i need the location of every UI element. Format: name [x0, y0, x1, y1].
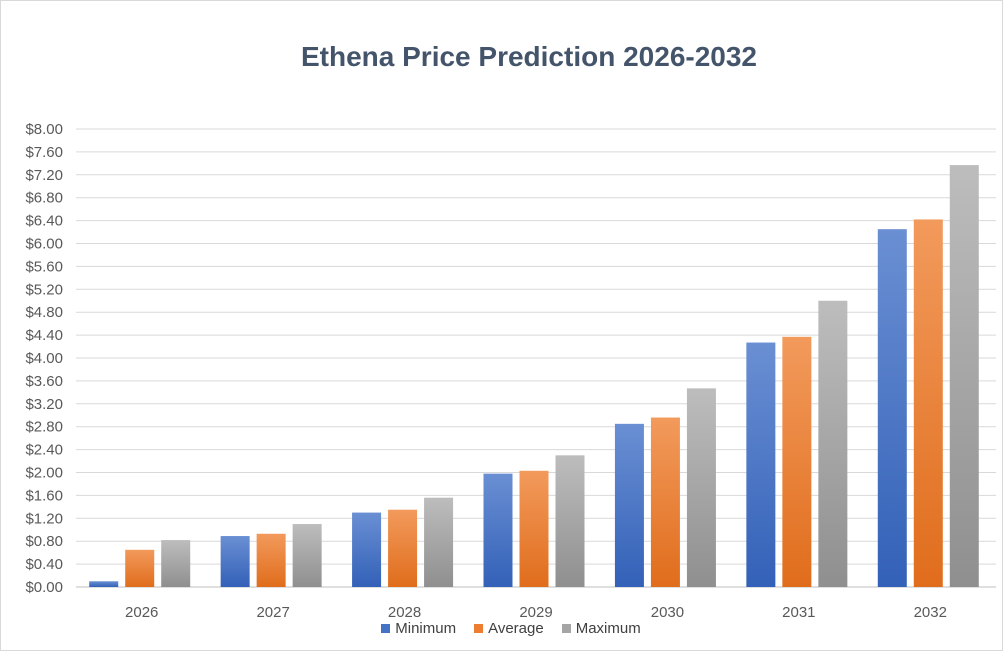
y-tick-label: $4.40	[25, 327, 63, 344]
bar-maximum	[818, 300, 848, 587]
y-tick-label: $8.00	[25, 121, 63, 138]
bar-average	[650, 417, 680, 587]
chart-title: Ethena Price Prediction 2026-2032	[301, 41, 757, 72]
bar-maximum	[555, 455, 585, 587]
y-tick-label: $6.40	[25, 213, 63, 230]
x-tick-label: 2032	[914, 604, 947, 621]
legend-swatch-maximum	[561, 624, 571, 633]
y-tick-label: $0.00	[25, 579, 63, 596]
y-tick-label: $1.60	[25, 487, 63, 504]
bar-average	[388, 509, 418, 587]
legend-swatch-minimum	[381, 624, 391, 633]
y-tick-label: $7.60	[25, 144, 63, 161]
y-tick-label: $3.20	[25, 396, 63, 413]
legend: Minimum Average Maximum	[1, 620, 1003, 637]
bar-minimum	[614, 423, 644, 587]
y-tick-label: $7.20	[25, 167, 63, 184]
y-tick-label: $4.80	[25, 304, 63, 321]
y-tick-label: $0.40	[25, 556, 63, 573]
x-tick-label: 2030	[651, 604, 684, 621]
y-tick-label: $6.80	[25, 190, 63, 207]
legend-label-minimum: Minimum	[395, 620, 457, 637]
y-tick-label: $3.60	[25, 373, 63, 390]
y-tick-label: $2.00	[25, 465, 63, 482]
y-tick-label: $2.40	[25, 442, 63, 459]
bar-average	[913, 219, 943, 587]
bar-maximum	[292, 524, 322, 587]
x-tick-label: 2029	[519, 604, 552, 621]
x-tick-label: 2031	[782, 604, 815, 621]
y-tick-label: $4.00	[25, 350, 63, 367]
legend-item-maximum: Maximum	[561, 620, 641, 637]
bar-minimum	[89, 581, 119, 587]
bar-maximum	[949, 165, 979, 587]
bar-maximum	[161, 540, 191, 587]
legend-label-average: Average	[488, 620, 544, 637]
bar-minimum	[483, 473, 513, 587]
bar-maximum	[424, 497, 454, 587]
legend-item-average: Average	[474, 620, 544, 637]
legend-item-minimum: Minimum	[381, 620, 456, 637]
y-tick-label: $2.80	[25, 419, 63, 436]
x-tick-label: 2026	[125, 604, 158, 621]
legend-label-maximum: Maximum	[575, 620, 641, 637]
y-tick-label: $0.80	[25, 533, 63, 550]
y-tick-label: $5.20	[25, 281, 63, 298]
x-tick-label: 2028	[388, 604, 421, 621]
y-tick-label: $1.20	[25, 510, 63, 527]
legend-swatch-average	[474, 624, 484, 633]
bar-average	[782, 336, 812, 587]
bar-minimum	[352, 512, 382, 587]
bar-minimum	[746, 342, 776, 587]
y-tick-label: $6.00	[25, 236, 63, 253]
bar-minimum	[220, 536, 250, 587]
bar-minimum	[877, 229, 907, 587]
bar-average	[125, 549, 155, 587]
bar-average	[519, 470, 549, 587]
x-tick-label: 2027	[256, 604, 289, 621]
bar-average	[256, 533, 286, 587]
y-tick-label: $5.60	[25, 258, 63, 275]
bar-maximum	[686, 388, 716, 587]
